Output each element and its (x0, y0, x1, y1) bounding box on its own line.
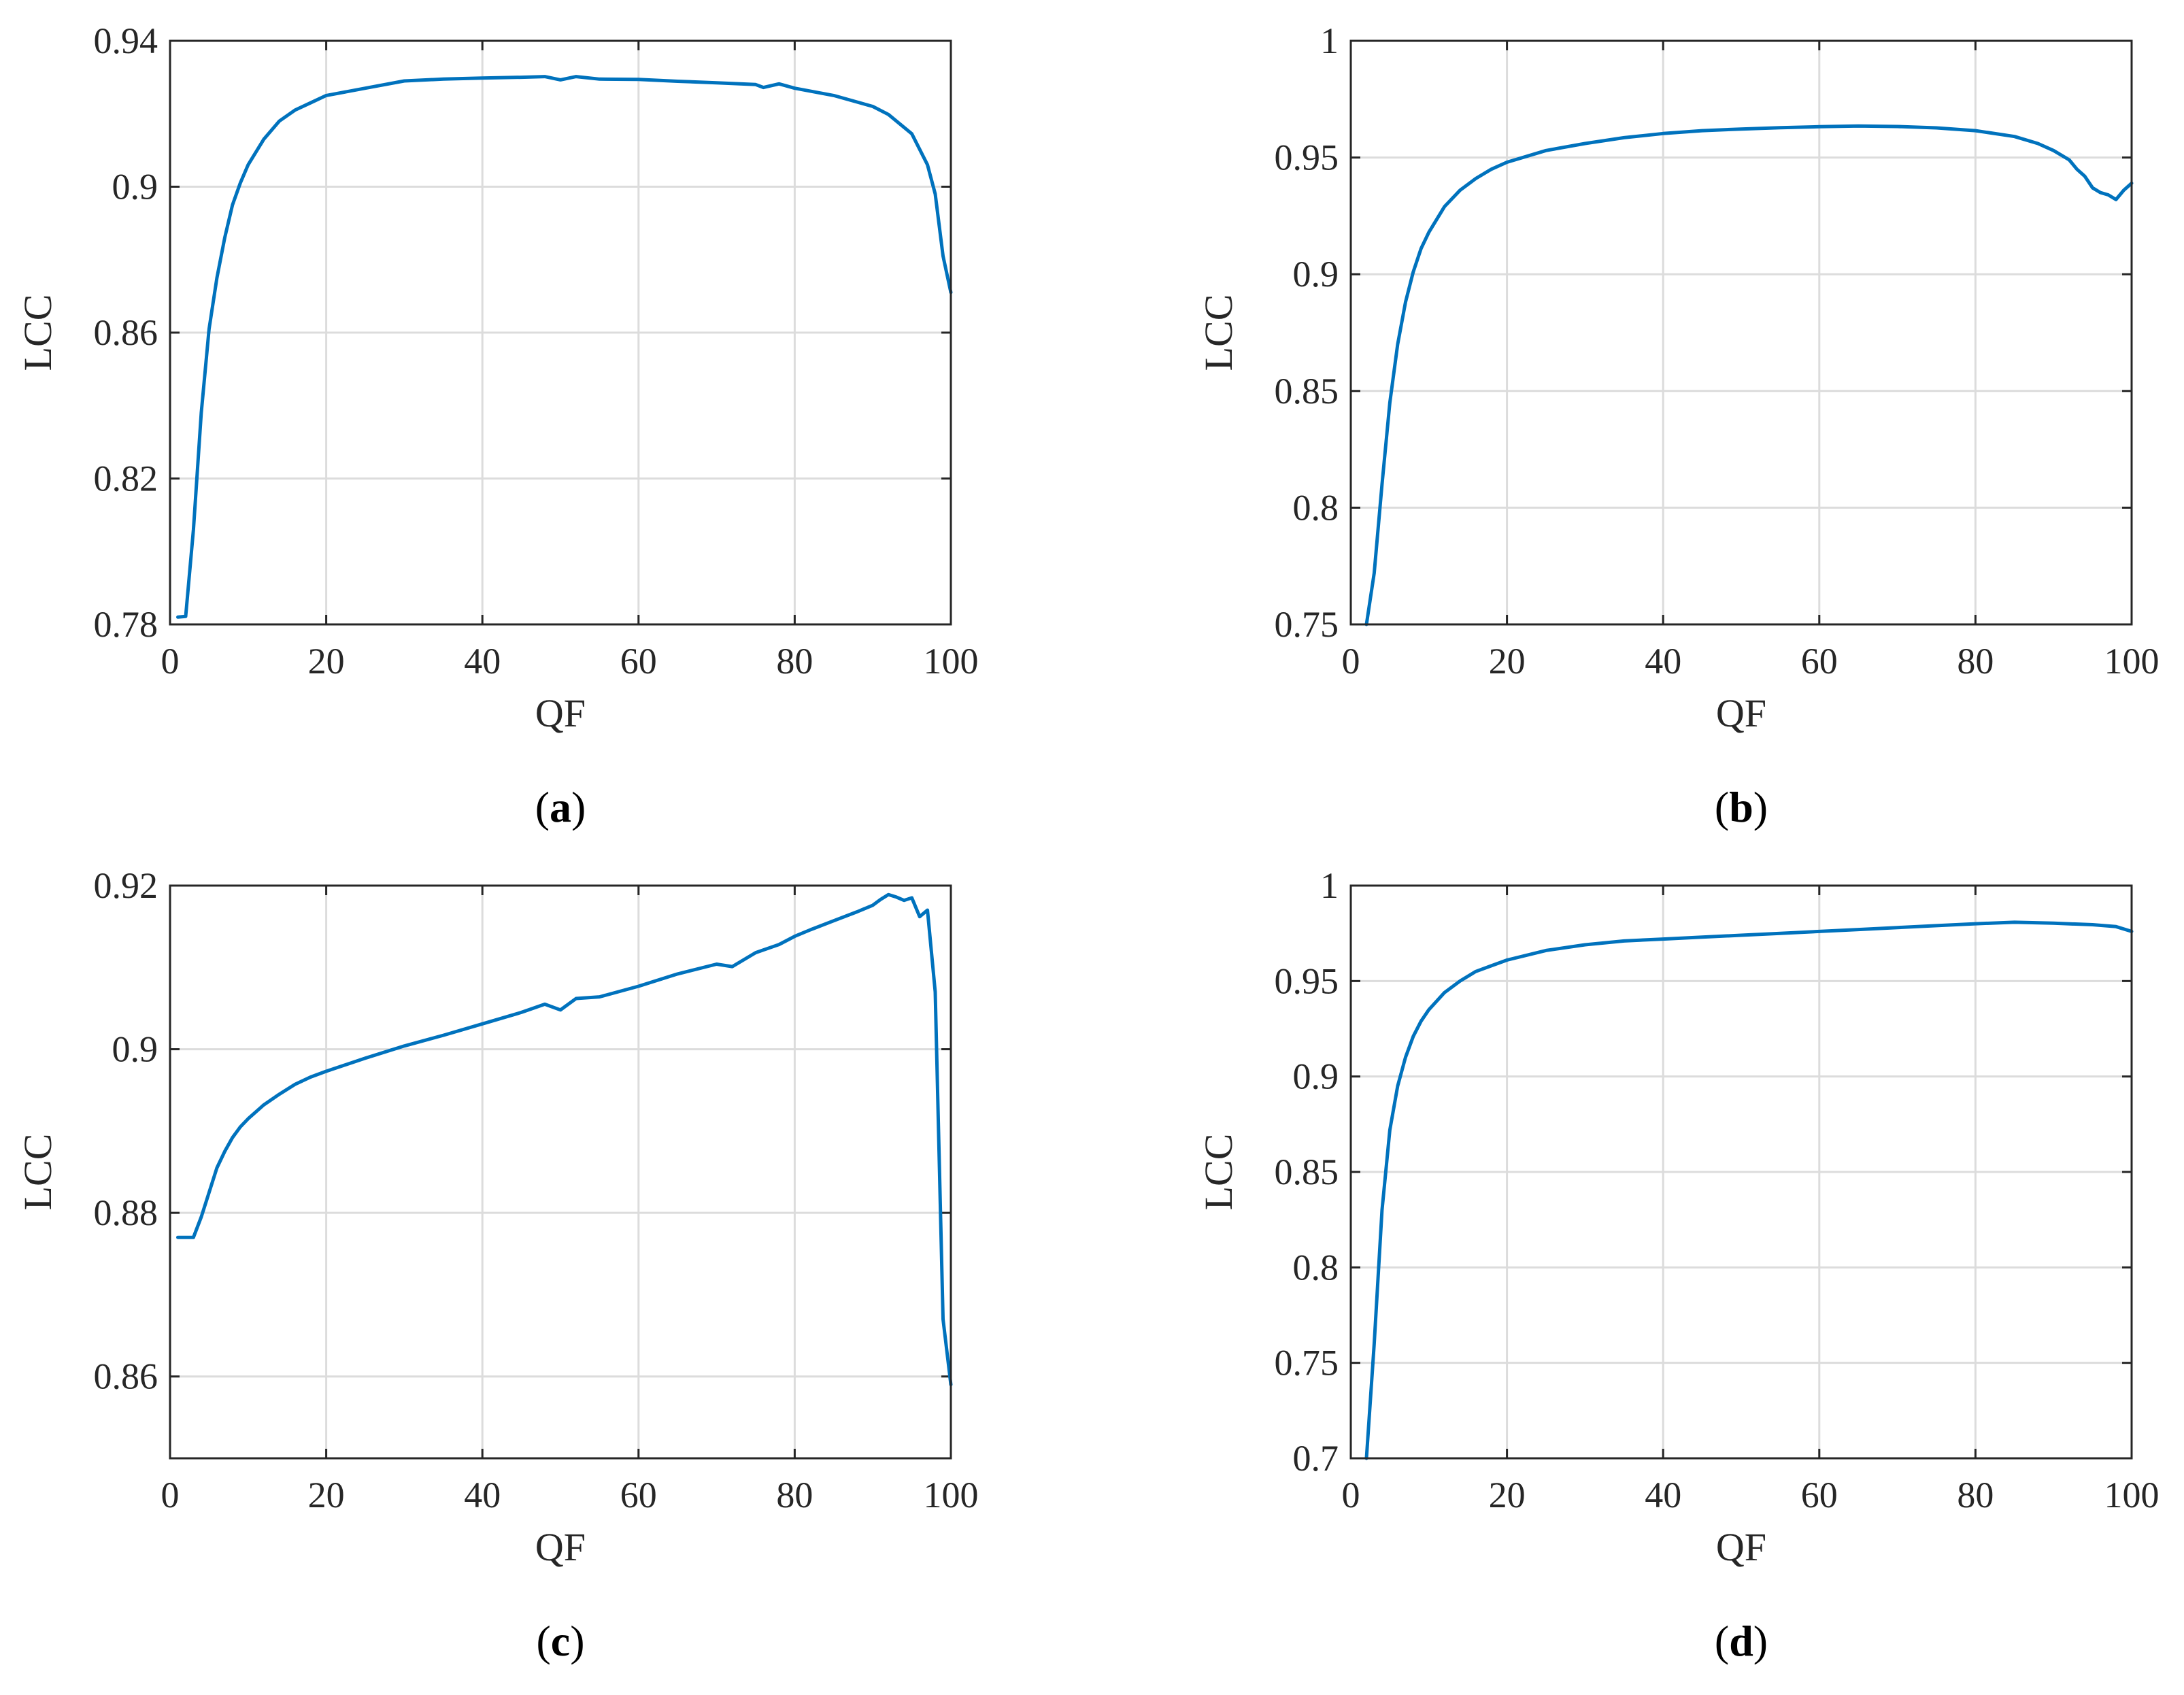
series-line (176, 75, 953, 619)
y-tick-label: 0.7 (1293, 1438, 1339, 1479)
panel-label: (a) (535, 783, 586, 831)
y-tick-label: 0.9 (1293, 254, 1339, 295)
axes-box (169, 39, 952, 626)
x-tick-label: 20 (1489, 1475, 1526, 1515)
y-tick-label: 0.9 (1293, 1056, 1339, 1097)
y-axis-title: LCC (16, 295, 60, 371)
x-tick-label: 0 (1342, 641, 1360, 682)
x-tick-label: 0 (1342, 1475, 1360, 1515)
x-axis-title: QF (535, 1525, 586, 1569)
y-axis-title: LCC (1196, 295, 1241, 371)
y-tick-label: 0.82 (94, 458, 158, 499)
x-tick-label: 100 (924, 641, 979, 682)
x-tick-label: 60 (1801, 641, 1838, 682)
x-tick-label: 40 (464, 1475, 501, 1515)
y-tick-label: 0.86 (94, 1356, 158, 1397)
y-axis-title: LCC (1196, 1134, 1241, 1211)
y-tick-label: 0.78 (94, 604, 158, 645)
x-axis-title: QF (535, 691, 586, 735)
y-tick-label: 0.88 (94, 1192, 158, 1233)
y-tick-label: 0.92 (94, 865, 158, 906)
y-tick-label: 1 (1320, 865, 1339, 906)
x-tick-label: 60 (620, 1475, 657, 1515)
x-tick-label: 0 (161, 1475, 180, 1515)
x-tick-label: 40 (1645, 641, 1681, 682)
x-tick-label: 80 (1957, 641, 1994, 682)
x-tick-label: 80 (1957, 1475, 1994, 1515)
x-tick-label: 80 (776, 1475, 813, 1515)
panel-label: (d) (1715, 1617, 1768, 1665)
axes-box (169, 884, 952, 1460)
y-axis-title: LCC (16, 1134, 60, 1211)
y-tick-label: 0.86 (94, 312, 158, 353)
y-tick-label: 0.95 (1275, 960, 1339, 1001)
x-tick-label: 40 (1645, 1475, 1681, 1515)
y-tick-label: 0.95 (1275, 137, 1339, 178)
x-tick-label: 20 (1489, 641, 1526, 682)
y-tick-label: 0.9 (112, 1029, 158, 1070)
x-tick-label: 100 (924, 1475, 979, 1515)
panel-label: (b) (1715, 783, 1768, 831)
chart-panel-d: 0 20 40 60 80 100 0.7 0.75 0.8 0.85 0.9 0.95 1 QF LCC (… (1196, 865, 2160, 1665)
chart-panel-a: 0 20 40 60 80 100 0.78 0.82 0.86 0.9 0.94 QF LCC (a) (16, 20, 979, 831)
y-tick-label: 0.85 (1275, 1152, 1339, 1192)
panel-label: (c) (536, 1617, 584, 1665)
axes-box (1349, 39, 2133, 626)
chart-panel-b: 0 20 40 60 80 100 0.75 0.8 0.85 0.9 0.95 1 QF LCC (b) (1196, 20, 2160, 831)
x-tick-label: 60 (1801, 1475, 1838, 1515)
y-tick-label: 0.75 (1275, 604, 1339, 645)
x-axis-title: QF (1716, 691, 1766, 735)
y-tick-label: 0.75 (1275, 1343, 1339, 1383)
x-tick-label: 100 (2104, 641, 2160, 682)
x-tick-label: 40 (464, 641, 501, 682)
x-tick-label: 0 (161, 641, 180, 682)
axes-box (1349, 884, 2133, 1460)
series-line (1364, 920, 2134, 1460)
y-tick-label: 0.94 (94, 20, 158, 61)
y-tick-label: 1 (1320, 20, 1339, 61)
series-line (176, 892, 953, 1387)
x-tick-label: 80 (776, 641, 813, 682)
x-tick-label: 100 (2104, 1475, 2160, 1515)
chart-panel-c: 0 20 40 60 80 100 0.86 0.88 0.9 0.92 QF LCC (c) (16, 865, 979, 1665)
y-tick-label: 0.8 (1293, 1247, 1339, 1288)
x-tick-label: 20 (308, 641, 345, 682)
x-axis-title: QF (1716, 1525, 1766, 1569)
series-line (1364, 124, 2134, 626)
y-tick-label: 0.9 (112, 167, 158, 207)
y-tick-label: 0.8 (1293, 487, 1339, 528)
x-tick-label: 60 (620, 641, 657, 682)
x-tick-label: 20 (308, 1475, 345, 1515)
y-tick-label: 0.85 (1275, 371, 1339, 412)
